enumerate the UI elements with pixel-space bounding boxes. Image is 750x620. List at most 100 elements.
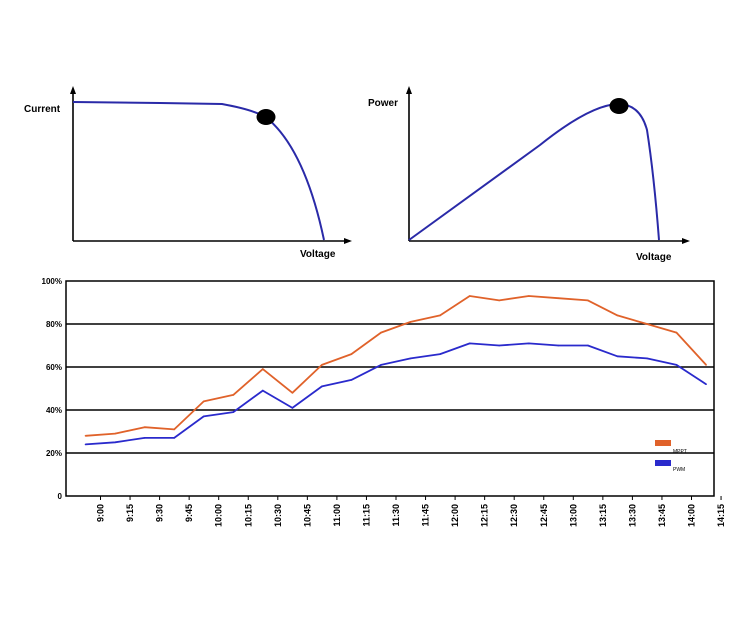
efficiency-plot-frame	[65, 280, 715, 497]
data-point-pwm	[262, 389, 264, 392]
data-point-pwm	[321, 385, 323, 388]
data-point-mppt	[350, 353, 353, 355]
iv-x-label: Voltage	[300, 249, 336, 260]
pv-chart: Power Voltage	[368, 86, 690, 263]
y-tick-label: 60%	[46, 363, 62, 372]
data-point-mppt	[468, 295, 471, 297]
data-point-mppt	[439, 314, 441, 317]
iv-max-power-point	[256, 109, 276, 125]
iv-x-axis-arrow	[344, 238, 352, 244]
efficiency-gridlines	[66, 323, 714, 454]
data-point-mppt	[143, 426, 146, 429]
data-point-mppt	[557, 297, 560, 300]
data-point-pwm	[173, 437, 175, 439]
data-point-mppt	[291, 392, 294, 394]
y-tick-label: 20%	[46, 449, 62, 458]
x-tick-label: 13:15	[598, 504, 608, 527]
data-point-mppt	[705, 364, 707, 366]
data-point-pwm	[557, 344, 560, 347]
data-point-mppt	[114, 432, 116, 435]
data-point-pwm	[380, 364, 382, 366]
y-tick-label: 0	[58, 492, 63, 501]
x-tick-label: 13:00	[568, 504, 578, 527]
pv-y-label: Power	[368, 98, 398, 109]
efficiency-lines	[84, 295, 707, 446]
iv-chart: Current Voltage	[24, 86, 352, 260]
data-point-pwm	[84, 443, 87, 446]
data-point-mppt	[380, 331, 382, 334]
data-point-pwm	[498, 344, 501, 347]
efficiency-chart: 0 20% 40% 60% 80% 100% 9:00 9:15 9:30 9:45 10:00 1…	[42, 277, 727, 527]
x-tick-label: 12:00	[450, 504, 460, 527]
iv-curve	[72, 101, 325, 241]
x-tick-label: 9:00	[96, 504, 106, 522]
data-point-pwm	[528, 342, 530, 345]
data-point-mppt	[409, 321, 412, 323]
x-tick-label: 11:00	[332, 504, 342, 527]
data-point-pwm	[705, 383, 707, 386]
data-point-mppt	[528, 295, 530, 297]
efficiency-y-ticks: 0 20% 40% 60% 80% 100%	[42, 277, 63, 501]
y-tick-label: 100%	[42, 277, 62, 286]
data-point-pwm	[409, 357, 412, 360]
data-point-pwm	[468, 342, 471, 345]
x-tick-label: 11:30	[391, 504, 401, 527]
data-point-mppt	[84, 435, 87, 437]
data-point-pwm	[202, 415, 205, 418]
data-point-pwm	[291, 407, 294, 409]
x-tick-label: 13:30	[627, 504, 637, 527]
x-tick-label: 12:15	[480, 504, 490, 527]
data-point-pwm	[114, 441, 116, 444]
data-point-pwm	[616, 355, 619, 358]
x-tick-label: 13:45	[657, 504, 667, 527]
data-point-mppt	[262, 368, 264, 370]
data-point-mppt	[616, 314, 619, 317]
data-point-pwm	[143, 437, 146, 439]
x-tick-label: 11:15	[361, 504, 371, 527]
pv-curve	[408, 102, 660, 241]
data-point-mppt	[675, 331, 678, 334]
data-point-pwm	[232, 411, 235, 413]
iv-y-axis-arrow	[70, 86, 76, 94]
x-tick-label: 9:45	[184, 504, 194, 522]
x-tick-label: 10:15	[243, 504, 253, 527]
data-point-pwm	[587, 344, 589, 347]
x-tick-label: 12:45	[539, 504, 549, 527]
x-tick-label: 12:30	[509, 504, 519, 527]
y-tick-label: 80%	[46, 320, 62, 329]
x-tick-label: 14:15	[716, 504, 726, 527]
data-point-mppt	[173, 428, 175, 431]
series-line-mppt	[85, 295, 707, 437]
x-tick-label: 11:45	[421, 504, 431, 527]
series-line-pwm	[85, 342, 707, 446]
x-tick-label: 9:15	[125, 504, 135, 522]
x-tick-label: 9:30	[155, 504, 165, 522]
legend-swatch-mppt	[655, 440, 671, 446]
x-tick-label: 10:30	[273, 504, 283, 527]
pv-y-axis-arrow	[406, 86, 412, 94]
legend-label-mppt: MPPT	[673, 449, 687, 455]
legend-swatch-pwm	[655, 460, 671, 466]
data-point-pwm	[675, 364, 678, 366]
pv-x-axis-arrow	[682, 238, 690, 244]
data-point-pwm	[439, 353, 441, 355]
data-point-mppt	[498, 299, 501, 302]
data-point-mppt	[646, 323, 648, 325]
data-point-mppt	[587, 299, 589, 302]
legend-label-pwm: PWM	[673, 467, 685, 473]
iv-y-label: Current	[24, 104, 61, 115]
data-point-mppt	[232, 394, 235, 396]
efficiency-x-ticks: 9:00 9:15 9:30 9:45 10:00 10:15 10:30 10:45 11:0…	[96, 496, 726, 527]
data-point-pwm	[350, 379, 353, 381]
data-point-pwm	[646, 357, 648, 360]
x-tick-label: 10:00	[214, 504, 224, 527]
y-tick-label: 40%	[46, 406, 62, 415]
pv-x-label: Voltage	[636, 252, 672, 263]
data-point-mppt	[202, 400, 205, 403]
data-point-mppt	[321, 364, 323, 366]
x-tick-label: 14:00	[687, 504, 697, 527]
x-tick-label: 10:45	[302, 504, 312, 527]
pv-max-power-point	[609, 98, 629, 114]
